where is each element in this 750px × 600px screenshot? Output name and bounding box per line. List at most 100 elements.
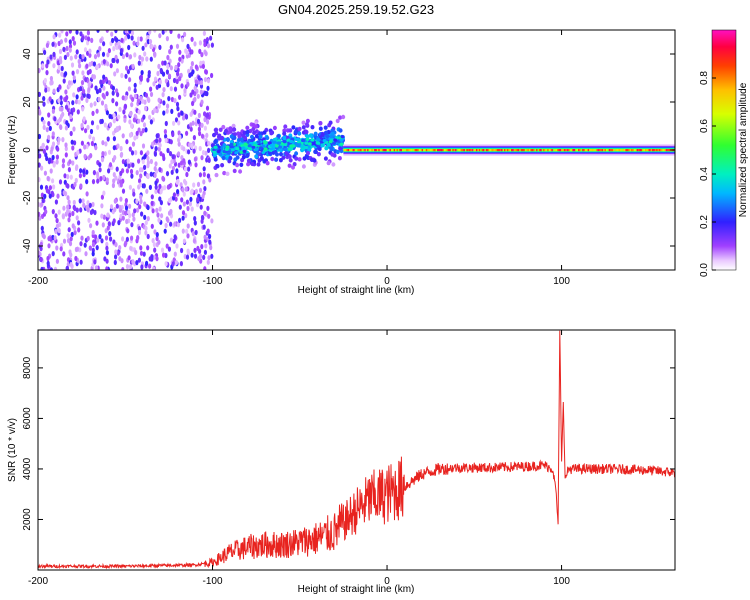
heatmap-cell — [512, 149, 514, 152]
heatmap-cell — [77, 227, 81, 233]
heatmap-cell — [114, 54, 118, 60]
heatmap-cell — [497, 149, 499, 152]
heatmap-cell — [40, 201, 44, 207]
heatmap-cell — [278, 145, 283, 149]
heatmap-cell — [114, 254, 118, 260]
heatmap-cell — [481, 149, 484, 152]
heatmap-cell — [133, 87, 137, 94]
heatmap-cell — [128, 203, 132, 209]
heatmap-cell — [205, 112, 209, 118]
heatmap-cell — [75, 215, 79, 221]
heatmap-cell — [171, 154, 175, 160]
heatmap-cell — [154, 180, 158, 186]
heatmap-cell — [153, 107, 157, 113]
x-tick-label: 0 — [384, 276, 390, 287]
heatmap-cell — [111, 182, 115, 189]
colorbar-tick-label: 0.8 — [699, 71, 710, 85]
heatmap-cell — [143, 164, 147, 170]
heatmap-cell — [131, 63, 135, 69]
heatmap-cell — [438, 149, 440, 152]
heatmap-cell — [137, 109, 141, 115]
heatmap-cell — [232, 168, 237, 174]
heatmap-cell — [278, 158, 283, 163]
heatmap-cell — [304, 145, 309, 150]
heatmap-cell — [89, 153, 93, 159]
heatmap-cell — [137, 60, 141, 66]
heatmap-cell — [84, 251, 88, 257]
heatmap-cell — [418, 149, 421, 152]
heatmap-cell — [274, 157, 279, 162]
heatmap-cell — [203, 117, 207, 123]
heatmap-cell — [49, 54, 53, 60]
heatmap-cell — [406, 149, 408, 152]
heatmap-cell — [347, 149, 350, 152]
heatmap-cell — [105, 245, 109, 251]
heatmap-cell — [276, 141, 281, 145]
heatmap-cell — [106, 52, 110, 58]
heatmap-cell — [631, 149, 633, 152]
heatmap-cell — [98, 87, 102, 93]
heatmap-cell — [85, 63, 89, 69]
heatmap-cell — [197, 112, 201, 119]
heatmap-cell — [460, 149, 463, 152]
heatmap-cell — [265, 161, 270, 166]
heatmap-cell — [72, 126, 76, 132]
heatmap-cell — [127, 255, 131, 261]
heatmap-cell — [38, 133, 42, 140]
heatmap-cell — [101, 140, 105, 146]
heatmap-cell — [135, 207, 140, 213]
heatmap-cell — [79, 183, 83, 189]
heatmap-cell — [499, 149, 502, 152]
heatmap-cell — [135, 170, 139, 176]
heatmap-cell — [206, 173, 210, 179]
heatmap-cell — [60, 30, 64, 34]
heatmap-cell — [389, 149, 392, 152]
heatmap-cell — [81, 35, 85, 41]
heatmap-cell — [66, 208, 70, 215]
heatmap-cell — [182, 115, 186, 121]
heatmap-ylabel: Frequency (Hz) — [7, 116, 18, 185]
heatmap-cell — [272, 125, 277, 131]
heatmap-cell — [455, 149, 457, 152]
heatmap-cell — [42, 96, 46, 102]
heatmap-cell — [222, 170, 227, 176]
heatmap-cell — [105, 177, 109, 183]
heatmap-cell — [145, 188, 149, 194]
heatmap-cell — [88, 52, 92, 58]
heatmap-cell — [206, 205, 210, 211]
heatmap-cell — [194, 121, 198, 127]
heatmap-cell — [137, 229, 142, 236]
heatmap-cell — [169, 139, 173, 145]
heatmap-cell — [52, 184, 56, 190]
heatmap-cell — [130, 150, 135, 156]
heatmap-cell — [234, 151, 239, 155]
heatmap-cell — [181, 215, 185, 221]
heatmap-cell — [374, 149, 376, 152]
heatmap-cell — [154, 146, 158, 152]
heatmap-cell — [91, 110, 95, 116]
heatmap-cell — [75, 207, 79, 213]
heatmap-cell — [189, 92, 193, 98]
heatmap-cell — [253, 124, 258, 129]
heatmap-cell — [62, 190, 66, 196]
heatmap-cell — [175, 243, 179, 249]
heatmap-cell — [231, 127, 236, 132]
heatmap-cell — [47, 86, 51, 92]
heatmap-cell — [208, 177, 212, 183]
heatmap-cell — [55, 245, 59, 251]
heatmap-cell — [153, 51, 157, 57]
heatmap-cell — [82, 92, 86, 98]
heatmap-cell — [42, 234, 46, 240]
heatmap-cell — [42, 119, 46, 125]
heatmap-cell — [86, 30, 90, 36]
x-tick-label: 100 — [553, 576, 570, 587]
heatmap-cell — [125, 168, 129, 174]
heatmap-cell — [78, 53, 82, 60]
heatmap-cell — [121, 133, 125, 139]
heatmap-cell — [338, 146, 343, 151]
heatmap-cell — [155, 108, 159, 114]
heatmap-cell — [93, 209, 97, 216]
heatmap-cell — [541, 149, 544, 152]
heatmap-cell — [238, 169, 243, 174]
heatmap-cell — [79, 86, 83, 92]
